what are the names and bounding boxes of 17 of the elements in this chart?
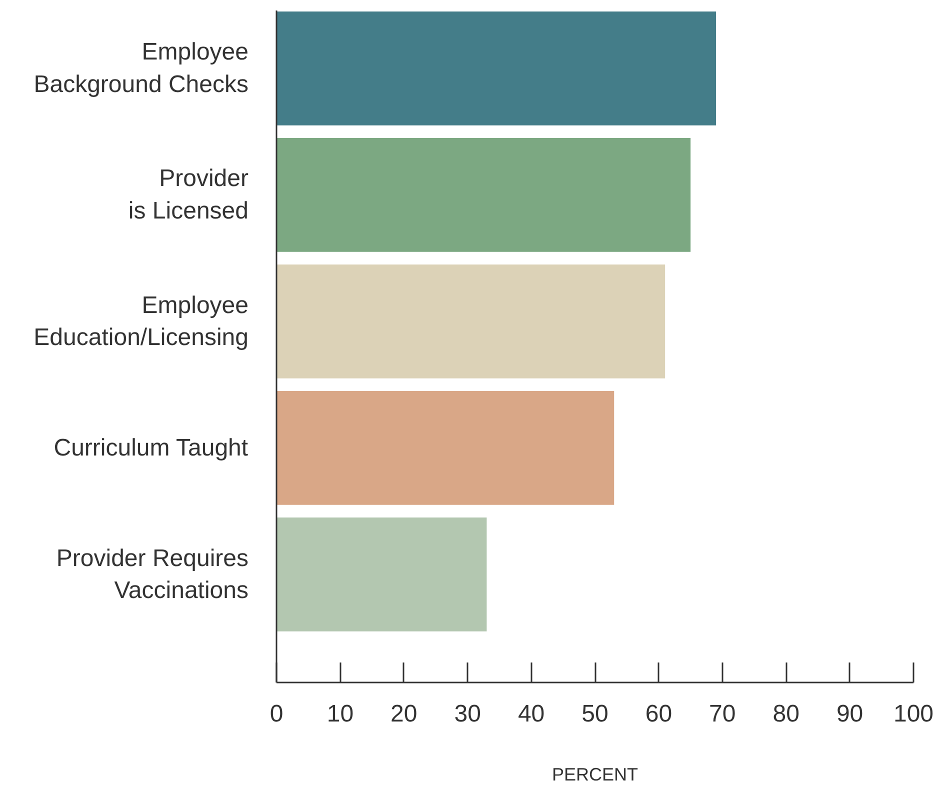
x-tick-label: 0 [270,700,284,728]
x-tick-label: 40 [518,700,545,728]
x-tick-label: 100 [893,700,934,728]
y-tick-label: Employee Background Checks [34,38,249,98]
y-tick-label: Provider is Licensed [128,165,249,225]
x-axis-title: PERCENT [552,764,638,784]
y-tick-label: Curriculum Taught [54,434,248,462]
y-tick-label: Provider Requires Vaccinations [56,544,249,604]
x-tick-label: 30 [454,700,481,728]
x-tick-label: 70 [709,700,736,728]
x-tick-label: 80 [772,700,800,728]
y-tick-label: Employee Education/Licensing [34,292,249,352]
x-tick-label: 10 [326,700,354,728]
x-tick-label: 20 [390,700,418,728]
x-tick-label: 60 [645,700,672,728]
x-tick-label: 50 [582,700,608,728]
x-tick-label: 90 [836,700,864,728]
